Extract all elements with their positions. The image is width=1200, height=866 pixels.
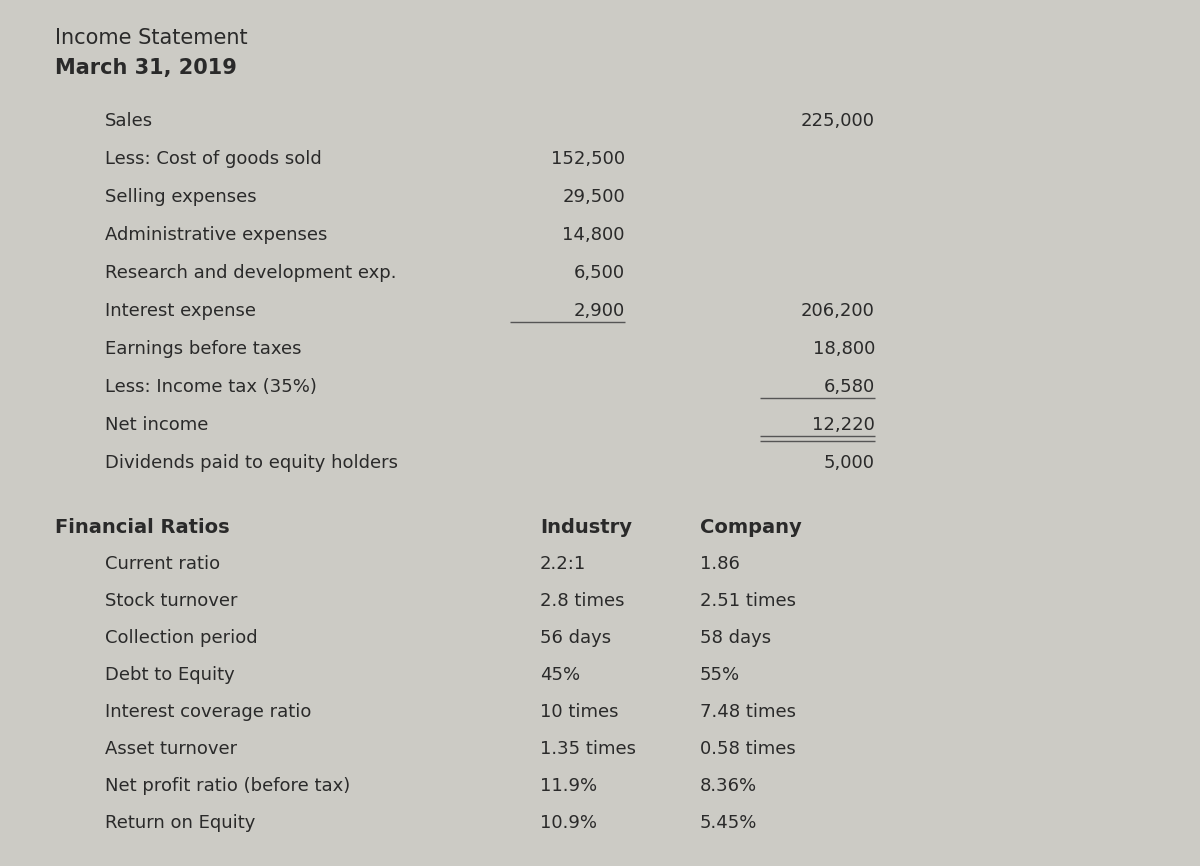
Text: 2,900: 2,900 <box>574 302 625 320</box>
Text: Debt to Equity: Debt to Equity <box>106 666 235 684</box>
Text: 6,500: 6,500 <box>574 264 625 282</box>
Text: 225,000: 225,000 <box>802 112 875 130</box>
Text: 5,000: 5,000 <box>824 454 875 472</box>
Text: 58 days: 58 days <box>700 629 772 647</box>
Text: 7.48 times: 7.48 times <box>700 703 796 721</box>
Text: 152,500: 152,500 <box>551 150 625 168</box>
Text: Asset turnover: Asset turnover <box>106 740 238 758</box>
Text: Return on Equity: Return on Equity <box>106 814 256 832</box>
Text: 5.45%: 5.45% <box>700 814 757 832</box>
Text: 11.9%: 11.9% <box>540 777 598 795</box>
Text: Earnings before taxes: Earnings before taxes <box>106 340 301 358</box>
Text: Interest coverage ratio: Interest coverage ratio <box>106 703 311 721</box>
Text: Net income: Net income <box>106 416 209 434</box>
Text: 56 days: 56 days <box>540 629 611 647</box>
Text: Research and development exp.: Research and development exp. <box>106 264 396 282</box>
Text: Interest expense: Interest expense <box>106 302 256 320</box>
Text: 0.58 times: 0.58 times <box>700 740 796 758</box>
Text: 18,800: 18,800 <box>812 340 875 358</box>
Text: Industry: Industry <box>540 518 632 537</box>
Text: 6,580: 6,580 <box>823 378 875 396</box>
Text: Selling expenses: Selling expenses <box>106 188 257 206</box>
Text: 206,200: 206,200 <box>802 302 875 320</box>
Text: 45%: 45% <box>540 666 580 684</box>
Text: Administrative expenses: Administrative expenses <box>106 226 328 244</box>
Text: 55%: 55% <box>700 666 740 684</box>
Text: Dividends paid to equity holders: Dividends paid to equity holders <box>106 454 398 472</box>
Text: Less: Cost of goods sold: Less: Cost of goods sold <box>106 150 322 168</box>
Text: Less: Income tax (35%): Less: Income tax (35%) <box>106 378 317 396</box>
Text: 8.36%: 8.36% <box>700 777 757 795</box>
Text: 10 times: 10 times <box>540 703 618 721</box>
Text: 2.8 times: 2.8 times <box>540 592 624 610</box>
Text: Company: Company <box>700 518 802 537</box>
Text: Sales: Sales <box>106 112 154 130</box>
Text: Stock turnover: Stock turnover <box>106 592 238 610</box>
Text: 29,500: 29,500 <box>563 188 625 206</box>
Text: Income Statement: Income Statement <box>55 28 247 48</box>
Text: March 31, 2019: March 31, 2019 <box>55 58 236 78</box>
Text: Current ratio: Current ratio <box>106 555 220 573</box>
Text: 2.2:1: 2.2:1 <box>540 555 587 573</box>
Text: Net profit ratio (before tax): Net profit ratio (before tax) <box>106 777 350 795</box>
Text: Financial Ratios: Financial Ratios <box>55 518 229 537</box>
Text: 10.9%: 10.9% <box>540 814 598 832</box>
Text: 12,220: 12,220 <box>812 416 875 434</box>
Text: Collection period: Collection period <box>106 629 258 647</box>
Text: 1.35 times: 1.35 times <box>540 740 636 758</box>
Text: 1.86: 1.86 <box>700 555 740 573</box>
Text: 2.51 times: 2.51 times <box>700 592 796 610</box>
Text: 14,800: 14,800 <box>563 226 625 244</box>
